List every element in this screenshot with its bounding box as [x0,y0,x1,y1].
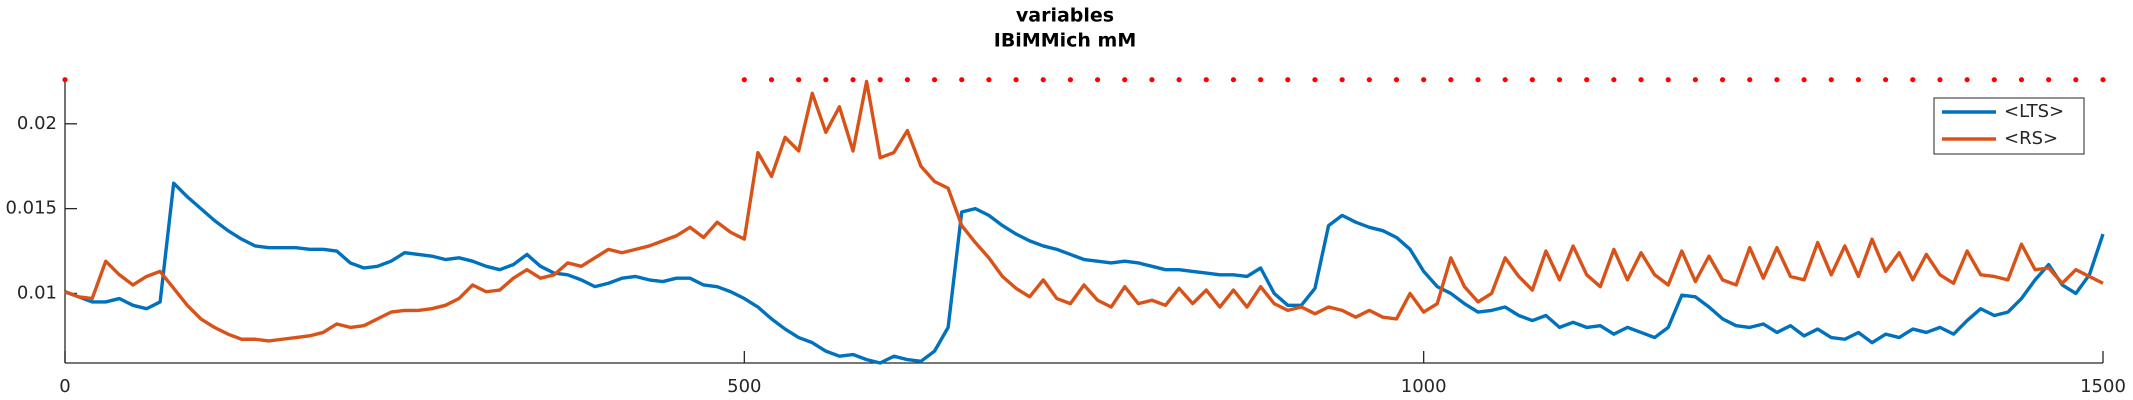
series-line [64,79,2104,343]
y-tick-label: 0.015 [5,198,57,219]
marker-dot [931,77,938,83]
legend-box [1933,97,2085,155]
marker-dot [1937,77,1943,83]
marker-dot [1149,77,1155,83]
legend-label: <RS> [2004,128,2058,149]
marker-dot [2100,77,2106,83]
marker-dot [1855,77,1862,83]
marker-dot [1067,77,1074,83]
marker-dot [1801,77,1807,83]
marker-dot [877,77,883,83]
marker-dot [1013,77,1019,83]
x-tick-label: 500 [727,376,761,397]
marker-dot [1828,77,1834,83]
marker-dot [2018,77,2025,83]
marker-dot [823,77,829,83]
marker-dot [1502,77,1508,83]
marker-dot [1339,77,1345,83]
marker-dot [1665,77,1671,83]
marker-dot [768,77,775,83]
x-tick-label: 1000 [1401,376,1447,397]
marker-dot [1475,77,1481,83]
marker-dot [1747,77,1753,83]
marker-dot [1366,77,1372,83]
marker-dot [1176,77,1182,83]
marker-dot [986,77,992,83]
marker-dot [1910,77,1916,83]
marker-dot [1719,77,1726,83]
marker-dot [1285,77,1291,83]
marker-dot [1529,77,1535,83]
marker-dot [1393,77,1400,83]
marker-dot [904,77,910,83]
series-line [64,181,2105,365]
marker-dot [1258,77,1264,83]
marker-dot [1991,77,1997,83]
marker-dot [1094,77,1101,83]
y-tick-label: 0.02 [17,113,57,134]
x-tick-label: 0 [59,376,70,397]
marker-dot [1203,77,1209,83]
marker-dot [1122,77,1128,83]
marker-dot [1883,77,1889,83]
marker-dot [1556,77,1563,83]
marker-dot [1638,77,1644,83]
marker-dot [959,77,965,83]
legend: <LTS> <RS> [1933,97,2085,155]
x-tick-label: 1500 [2080,376,2126,397]
marker-dot [1421,77,1427,83]
marker-dot [2073,77,2079,83]
marker-dot [1692,77,1698,83]
marker-dot [796,77,802,83]
marker-dot [1611,77,1617,83]
marker-dot [741,77,747,83]
chart-subtitle: IBiMMich mM [994,30,1137,52]
marker-dot [2046,77,2052,83]
y-tick-label: 0.01 [17,282,57,303]
marker-dot [1964,77,1970,83]
marker-dot [1584,77,1590,83]
marker-dot [850,77,856,83]
marker-dot [1448,77,1454,83]
marker-dot [1040,77,1046,83]
marker-dot [1312,77,1318,83]
legend-label: <LTS> [2004,101,2064,122]
chart-title: variables [1016,5,1114,27]
marker-dot [62,77,68,83]
marker-dot [1774,77,1780,83]
marker-dot [1230,77,1237,83]
